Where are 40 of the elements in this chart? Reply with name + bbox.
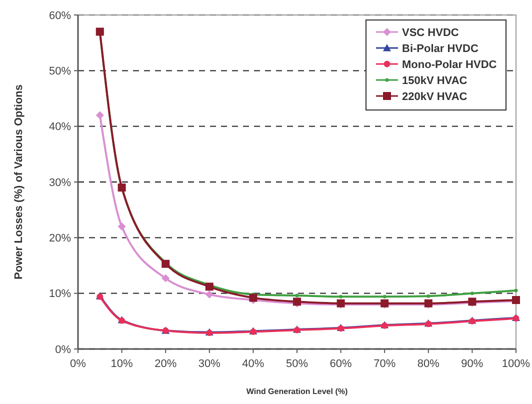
x-tick-label: 70% [374,358,396,370]
x-tick-label: 10% [110,358,134,370]
y-tick-label: 10% [48,288,72,300]
point [339,294,343,298]
point [205,290,214,298]
x-tick-label: 80% [417,358,440,370]
point [382,294,386,298]
x-tick-label: 0% [70,358,86,370]
x-tick-label: 20% [154,358,177,370]
point [295,294,299,298]
legend-label: 150kV HVAC [402,74,468,87]
point [118,184,126,192]
legend-label: VSC HVDC [402,26,459,39]
point [470,292,474,296]
x-axis-title: Wind Generation Level (%) [246,387,348,396]
y-tick-label: 60% [48,10,72,22]
x-tick-label: 40% [242,358,264,370]
x-tick-label: 50% [286,358,308,370]
point [205,282,214,291]
point [96,28,104,36]
point [96,111,104,120]
y-tick-label: 0% [55,344,72,356]
y-tick-label: 40% [48,121,72,134]
y-tick-label: 50% [48,66,72,78]
point [162,274,170,282]
point [162,260,170,268]
x-tick-label: 90% [461,358,484,370]
y-tick-label: 20% [48,232,72,245]
legend-label: 220kV HVAC [402,90,468,103]
point [118,222,126,231]
x-tick-label: 100% [502,358,530,370]
y-tick-label: 30% [48,176,72,189]
x-tick-label: 60% [330,358,352,370]
legend-label: Mono-Polar HVDC [402,58,497,71]
x-tick-label: 30% [198,358,221,370]
point [426,294,430,298]
legend-label: Bi-Polar HVDC [402,42,478,55]
y-axis-title: Power Losses (%) of Various Options [13,84,25,280]
point [249,294,258,302]
point [514,288,518,292]
